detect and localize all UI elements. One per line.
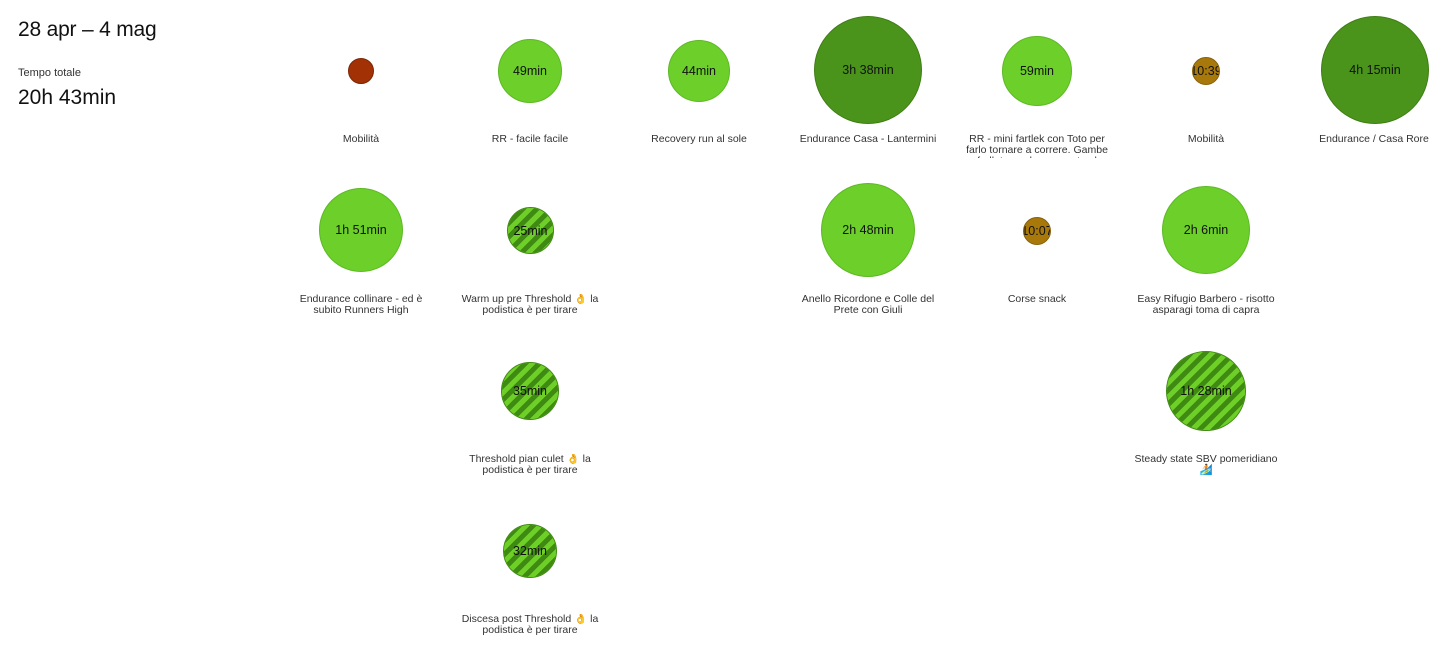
activity-d4-a2[interactable]: 2h 48min Anello Ricordone e Colle del Pr… <box>796 170 940 320</box>
activity-d1-a2[interactable]: 1h 51min Endurance collinare - ed è subi… <box>289 170 433 320</box>
activity-title: Discesa post Threshold 👌 la podistica è … <box>461 614 599 636</box>
activity-d5-a2[interactable]: 10:07 Corse snack <box>965 170 1109 320</box>
activity-d7-a1[interactable]: 4h 15min Endurance / Casa Rore <box>1304 10 1448 160</box>
activity-title: Anello Ricordone e Colle del Prete con G… <box>801 294 935 316</box>
activity-duration: 1h 28min <box>1180 384 1232 398</box>
activity-bubble[interactable]: 59min <box>1002 36 1072 106</box>
activity-d5-a1[interactable]: 59min RR - mini fartlek con Toto per far… <box>965 10 1109 160</box>
activity-bubble[interactable] <box>348 58 374 84</box>
activity-bubble[interactable]: 2h 6min <box>1162 186 1250 274</box>
activity-d6-a3[interactable]: 1h 28min Steady state SBV pomeridiano 🏄 <box>1134 330 1278 480</box>
activity-duration: 10:39 <box>1193 64 1220 78</box>
activity-bubble[interactable]: 10:39 <box>1192 57 1220 85</box>
activity-title: Threshold pian culet 👌 la podistica è pe… <box>469 454 591 476</box>
activity-d2-a4[interactable]: 32min Discesa post Threshold 👌 la podist… <box>458 490 602 640</box>
activity-title: Endurance collinare - ed è subito Runner… <box>299 294 423 316</box>
activity-bubble[interactable]: 25min <box>507 207 554 254</box>
activity-d6-a2[interactable]: 2h 6min Easy Rifugio Barbero - risotto a… <box>1134 170 1278 320</box>
activity-bubble[interactable]: 3h 38min <box>814 16 922 124</box>
activity-duration: 2h 48min <box>842 223 894 237</box>
activity-duration: 4h 15min <box>1349 63 1401 77</box>
activity-duration: 25min <box>513 223 548 238</box>
week-summary: 28 apr – 4 mag Tempo totale 20h 43min <box>18 16 278 112</box>
activity-bubble[interactable]: 44min <box>668 40 730 102</box>
activity-bubble[interactable]: 10:07 <box>1023 217 1051 245</box>
activity-duration: 59min <box>1019 64 1055 78</box>
activity-d1-a1[interactable]: Mobilità <box>289 10 433 160</box>
activity-title: Steady state SBV pomeridiano 🏄 <box>1134 454 1278 476</box>
activity-title: Warm up pre Threshold 👌 la podistica è p… <box>461 294 599 316</box>
activity-bubble[interactable]: 1h 28min <box>1166 351 1246 431</box>
activity-duration: 35min <box>512 384 548 398</box>
activity-bubble[interactable]: 1h 51min <box>319 188 403 272</box>
activity-duration: 1h 51min <box>335 223 387 237</box>
activity-d2-a2[interactable]: 25min Warm up pre Threshold 👌 la podisti… <box>458 170 602 320</box>
activity-title: Corse snack <box>1007 294 1067 305</box>
week-title: 28 apr – 4 mag <box>18 18 157 41</box>
activity-d2-a1[interactable]: 49min RR - facile facile <box>458 10 602 160</box>
activity-d2-a3[interactable]: 35min Threshold pian culet 👌 la podistic… <box>458 330 602 480</box>
total-time-label: Tempo totale <box>18 67 81 79</box>
activity-bubble[interactable]: 49min <box>498 39 562 103</box>
activity-duration: 44min <box>681 64 717 78</box>
activity-duration: 32min <box>512 544 548 558</box>
activity-bubble[interactable]: 35min <box>501 362 559 420</box>
activity-title: Recovery run al sole <box>651 134 747 145</box>
activity-d6-a1[interactable]: 10:39 Mobilità <box>1134 10 1278 160</box>
activity-title: Endurance / Casa Rore <box>1319 134 1429 145</box>
activity-duration: 10:07 <box>1024 224 1051 238</box>
activity-duration: 49min <box>512 64 548 78</box>
activity-title: RR - facile facile <box>491 134 569 145</box>
activity-bubble[interactable]: 2h 48min <box>821 183 915 277</box>
activity-duration: 2h 6min <box>1183 223 1229 237</box>
activity-d4-a1[interactable]: 3h 38min Endurance Casa - Lantermini <box>796 10 940 160</box>
activity-bubble[interactable]: 4h 15min <box>1321 16 1429 124</box>
activity-duration: 3h 38min <box>842 63 894 77</box>
activity-title: Mobilità <box>1187 134 1225 145</box>
activity-title: Easy Rifugio Barbero - risotto asparagi … <box>1137 294 1275 316</box>
activity-title: Mobilità <box>342 134 380 145</box>
activity-bubble[interactable]: 32min <box>503 524 557 578</box>
total-time-value: 20h 43min <box>18 86 117 109</box>
activity-title: RR - mini fartlek con Toto per farlo tor… <box>966 134 1108 158</box>
activity-d3-a1[interactable]: 44min Recovery run al sole <box>627 10 771 160</box>
activity-title: Endurance Casa - Lantermini <box>799 134 937 145</box>
